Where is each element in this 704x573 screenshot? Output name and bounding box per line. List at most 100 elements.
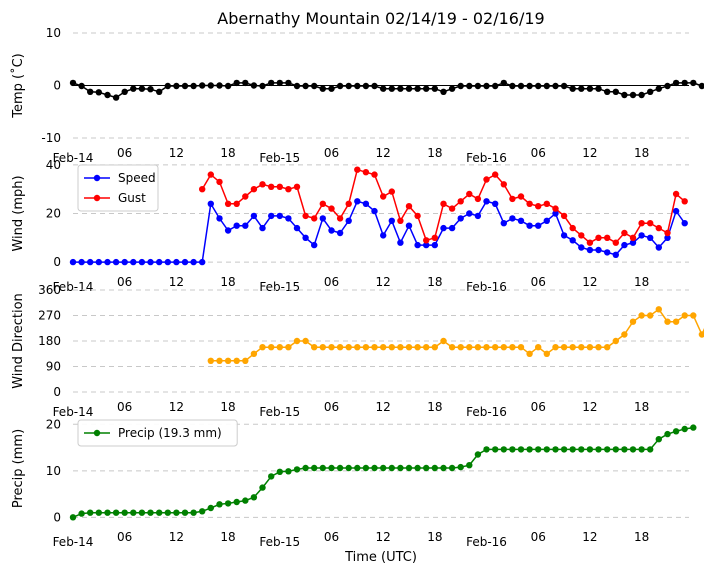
wind-data-point [319, 200, 326, 207]
precip-data-point [276, 468, 283, 475]
precip-data-point [156, 509, 163, 516]
wind-data-point [130, 258, 137, 266]
wind-data-point [440, 224, 447, 232]
wind-data-point [448, 224, 456, 232]
temp-x-tick-label: 18 [634, 146, 649, 160]
precip-data-point [690, 424, 697, 431]
temp-data-point [509, 82, 516, 90]
dir-x-tick-label: Feb-15 [259, 405, 300, 419]
wind-data-point [440, 200, 447, 207]
precip-data-point [112, 509, 120, 516]
precip-data-point [78, 510, 85, 517]
wind-data-point [216, 215, 223, 222]
wind-data-point [423, 241, 430, 249]
wind-data-point [655, 244, 662, 251]
temp-data-point [199, 82, 206, 89]
wind-x-tick-label: Feb-16 [466, 280, 507, 294]
dir-data-point [586, 344, 594, 351]
dir-data-point [681, 312, 688, 319]
dir-data-point [655, 306, 662, 313]
precip-data-point [224, 500, 232, 507]
dir-data-point [543, 350, 550, 357]
dir-x-tick-label: 12 [582, 400, 597, 414]
wind-data-point [535, 203, 542, 210]
wind-data-point [604, 234, 611, 241]
wind-data-point [629, 239, 637, 246]
dir-x-tick-label: 12 [376, 400, 391, 414]
temp-data-point [259, 82, 266, 90]
wind-data-point [517, 193, 525, 200]
temp-data-point [569, 85, 576, 92]
wind-data-point [647, 220, 654, 227]
precip-data-point [250, 494, 258, 501]
wind-data-point [388, 188, 395, 195]
precip-data-point [121, 509, 128, 516]
temp-x-tick-label: 06 [117, 146, 132, 160]
temp-data-point [440, 88, 447, 96]
precip-data-point [328, 464, 335, 472]
precip-data-point [474, 451, 482, 458]
precip-data-point [569, 446, 576, 453]
precip-y-tick-label: 20 [46, 417, 61, 431]
precip-legend-marker [93, 429, 101, 437]
dir-data-point [423, 344, 430, 351]
precip-data-point [448, 464, 456, 472]
precip-data-point [95, 509, 103, 516]
temp-data-point [345, 82, 352, 90]
dir-data-point [276, 344, 283, 351]
precip-data-point [147, 509, 154, 516]
wind-data-point [371, 171, 378, 178]
wind-x-tick-label: 06 [324, 275, 339, 289]
wind-legend-label: Gust [118, 191, 146, 205]
temp-data-point [397, 85, 404, 92]
precip-data-point [595, 446, 602, 453]
precip-data-point [543, 446, 550, 453]
dir-data-point [345, 344, 352, 351]
dir-data-point [517, 344, 525, 351]
wind-data-point [242, 193, 249, 200]
precip-data-point [621, 446, 628, 453]
wind-data-point [268, 183, 275, 190]
temp-data-point [95, 89, 103, 96]
dir-x-tick-label: 18 [220, 400, 235, 414]
temp-y-tick-label: -10 [41, 131, 61, 145]
temp-data-point [586, 85, 594, 92]
wind-data-point [509, 215, 516, 222]
precip-data-point [647, 446, 654, 453]
temp-data-point [293, 82, 301, 90]
wind-data-point [431, 234, 438, 241]
wind-data-point [78, 258, 85, 266]
wind-data-point [483, 198, 490, 205]
wind-data-point [293, 224, 301, 232]
precip-data-point [414, 464, 421, 472]
precip-data-point [397, 464, 404, 472]
wind-data-point [138, 258, 146, 266]
dir-y-tick-label: 180 [38, 334, 61, 348]
temp-data-point [224, 82, 232, 90]
wind-data-point [595, 234, 602, 241]
wind-data-point [285, 186, 292, 193]
wind-data-point [578, 244, 585, 251]
precip-data-point [345, 464, 352, 472]
temp-y-tick-label: 10 [46, 26, 61, 40]
wind-data-point [543, 217, 550, 224]
temp-data-point [181, 82, 189, 90]
temp-data-point [121, 88, 128, 96]
wind-y-axis-label: Wind (mph) [11, 175, 26, 251]
wind-data-point [276, 212, 283, 220]
wind-data-point [621, 241, 628, 249]
temp-data-point [595, 85, 602, 92]
dir-x-tick-label: 06 [117, 400, 132, 414]
precip-data-point [552, 446, 559, 453]
temp-data-point [250, 82, 258, 89]
wind-data-point [259, 224, 266, 232]
wind-data-point [517, 217, 525, 224]
temp-data-point [147, 86, 154, 93]
wind-data-point [595, 246, 602, 254]
precip-x-tick-label: Feb-15 [259, 535, 300, 549]
temp-data-point [285, 79, 292, 87]
temp-data-point [483, 82, 490, 90]
wind-data-point [354, 198, 361, 205]
wind-data-point [492, 200, 499, 207]
